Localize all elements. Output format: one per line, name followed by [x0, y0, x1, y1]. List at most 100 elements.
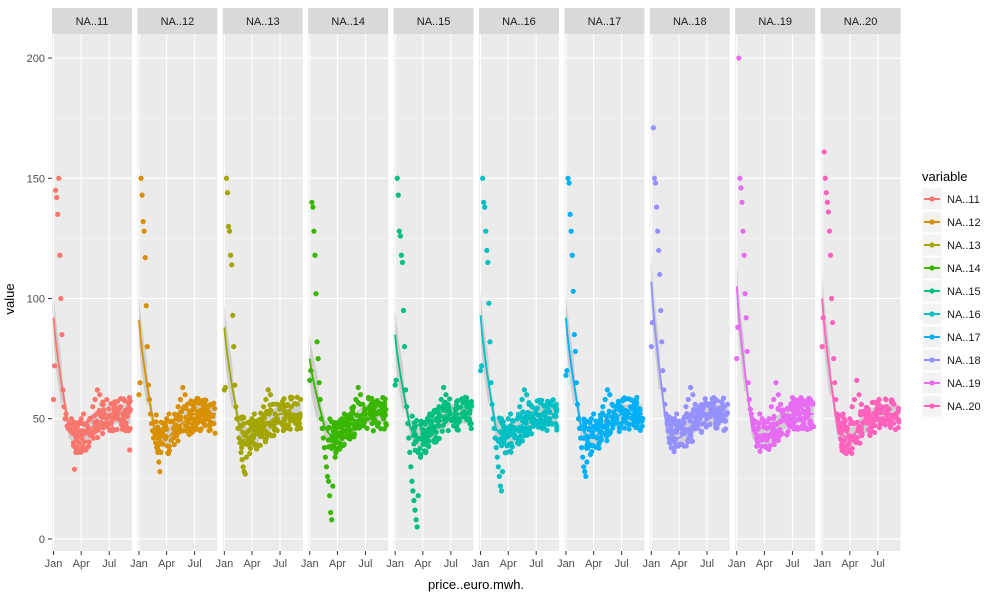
legend-title: variable	[922, 169, 968, 184]
data-point	[741, 252, 747, 258]
data-point	[452, 414, 458, 420]
data-point	[699, 402, 705, 408]
data-point	[396, 228, 402, 234]
data-point	[312, 252, 318, 258]
data-point	[871, 417, 877, 424]
data-point	[582, 469, 588, 475]
data-point	[331, 443, 337, 449]
x-tick-label: Jan	[728, 558, 746, 570]
data-point	[327, 493, 333, 499]
data-point	[95, 434, 101, 441]
data-point	[329, 517, 335, 523]
data-point	[297, 414, 303, 420]
data-point	[679, 441, 685, 448]
data-point	[337, 444, 343, 451]
data-point	[175, 438, 181, 444]
data-point	[785, 421, 791, 427]
data-point	[674, 420, 680, 427]
data-point	[614, 405, 621, 411]
data-point	[239, 444, 245, 451]
data-point	[780, 414, 786, 420]
data-point	[822, 175, 828, 181]
data-point	[440, 407, 446, 413]
data-point	[126, 394, 133, 401]
data-point	[754, 443, 760, 449]
data-point	[393, 377, 399, 383]
data-point	[526, 425, 533, 431]
data-point	[867, 429, 873, 435]
data-point	[548, 402, 554, 408]
data-point	[375, 420, 382, 426]
data-point	[184, 424, 190, 430]
data-point	[621, 416, 628, 422]
data-point	[604, 426, 610, 432]
data-point	[580, 454, 586, 460]
data-point	[309, 199, 315, 205]
data-point	[345, 435, 351, 441]
data-point	[415, 493, 421, 499]
data-point	[239, 457, 245, 463]
legend-key-dot	[929, 265, 935, 271]
data-point	[268, 423, 274, 429]
panel-background	[222, 34, 303, 551]
data-point	[610, 425, 616, 431]
data-point	[478, 363, 485, 369]
smoother-line	[394, 334, 473, 439]
data-point	[180, 428, 186, 434]
legend-key-dot	[929, 311, 935, 317]
data-point	[640, 415, 646, 422]
data-point	[486, 300, 492, 306]
data-point	[481, 199, 487, 205]
facet-panel: NA..15 Jan Apr Jul	[386, 8, 475, 570]
data-point	[54, 194, 60, 201]
data-point	[565, 175, 571, 181]
data-point	[406, 435, 412, 441]
x-tick-label: Jan	[557, 558, 575, 570]
x-tick-label: Jul	[188, 558, 202, 570]
data-point	[637, 427, 643, 433]
data-point	[454, 418, 461, 425]
data-point	[291, 401, 298, 407]
data-point	[702, 396, 708, 402]
facet-strip-label: NA..18	[673, 16, 707, 28]
data-point	[615, 398, 621, 405]
data-point	[591, 411, 597, 417]
data-point	[281, 423, 287, 430]
data-point	[493, 445, 499, 451]
data-point	[417, 445, 423, 452]
data-point	[541, 402, 547, 408]
data-point	[156, 459, 162, 465]
data-point	[773, 437, 780, 443]
data-point	[400, 307, 407, 314]
data-point	[698, 429, 705, 435]
data-point	[593, 444, 599, 450]
data-point	[507, 448, 513, 454]
data-point	[553, 401, 559, 407]
data-point	[51, 363, 58, 369]
data-point	[399, 259, 406, 266]
data-point	[175, 404, 181, 410]
facet-panel: NA..17 Jan Apr Jul	[557, 8, 646, 570]
facet-strip-label: NA..16	[502, 16, 536, 28]
data-point	[245, 429, 251, 435]
data-point	[153, 412, 159, 418]
smoother-line	[821, 298, 900, 439]
data-point	[604, 387, 611, 393]
data-point	[310, 204, 316, 210]
data-point	[660, 368, 666, 374]
x-tick-label: Jul	[871, 558, 885, 570]
data-point	[143, 303, 149, 309]
legend-key-dot	[929, 288, 935, 294]
data-point	[584, 436, 590, 442]
data-point	[570, 288, 576, 294]
data-point	[564, 368, 570, 374]
data-point	[771, 396, 777, 403]
data-point	[480, 175, 486, 181]
data-point	[487, 339, 493, 345]
data-point	[364, 425, 370, 431]
facet-panels: NA..11 Jan Apr Jul NA..12 Jan Apr Jul NA..13 Jan A…	[45, 8, 902, 570]
x-tick-label: Apr	[158, 558, 175, 570]
data-point	[482, 204, 488, 210]
data-point	[158, 428, 165, 434]
data-point	[825, 209, 832, 215]
